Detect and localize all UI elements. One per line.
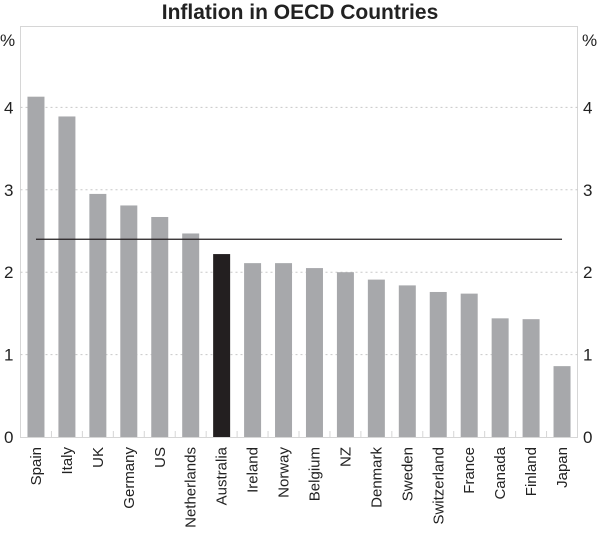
y-tick-left: 4 — [4, 98, 13, 117]
bar-netherlands — [182, 233, 200, 437]
y-tick-right: 1 — [583, 346, 592, 365]
category-label: Sweden — [399, 447, 416, 501]
y-tick-right: 0 — [583, 428, 592, 447]
bar-sweden — [398, 285, 416, 437]
right-axis-unit: % — [582, 31, 597, 50]
category-label: Australia — [214, 446, 231, 505]
y-tick-left: 1 — [4, 346, 13, 365]
category-label: Norway — [276, 447, 293, 498]
category-label: Japan — [554, 447, 571, 488]
category-label: Switzerland — [430, 447, 447, 525]
bar-denmark — [367, 279, 385, 437]
category-label: Spain — [28, 447, 45, 485]
category-label: Finland — [523, 447, 540, 496]
y-tick-left: 3 — [4, 181, 13, 200]
left-axis-unit: % — [0, 31, 15, 50]
bar-finland — [522, 319, 540, 437]
category-label: Italy — [59, 447, 76, 475]
bar-france — [460, 293, 478, 437]
bar-nz — [336, 272, 354, 437]
y-tick-right: 4 — [583, 98, 592, 117]
bar-us — [151, 216, 169, 437]
y-tick-right: 2 — [583, 263, 592, 282]
category-label: Ireland — [245, 447, 262, 493]
bar-uk — [89, 193, 107, 437]
bar-japan — [553, 366, 571, 437]
category-label: Denmark — [368, 447, 385, 508]
category-label: Belgium — [306, 447, 323, 501]
y-tick-left: 2 — [4, 263, 13, 282]
bar-canada — [491, 318, 509, 437]
bar-germany — [120, 205, 138, 437]
bar-belgium — [305, 268, 323, 437]
category-label: UK — [90, 447, 107, 468]
bar-switzerland — [429, 291, 447, 437]
bar-norway — [275, 263, 293, 437]
category-label: France — [461, 447, 478, 494]
y-tick-left: 0 — [4, 428, 13, 447]
plot-frame — [20, 26, 578, 438]
category-label: NZ — [337, 447, 354, 467]
category-label: Canada — [492, 446, 509, 499]
bar-italy — [58, 116, 76, 438]
category-label: Netherlands — [183, 447, 200, 528]
chart-title: Inflation in OECD Countries — [162, 1, 439, 24]
category-label: Germany — [121, 447, 138, 509]
bar-ireland — [244, 263, 262, 437]
bar-australia — [213, 254, 231, 437]
category-label: US — [152, 447, 169, 468]
bar-spain — [27, 96, 45, 438]
y-tick-right: 3 — [583, 181, 592, 200]
